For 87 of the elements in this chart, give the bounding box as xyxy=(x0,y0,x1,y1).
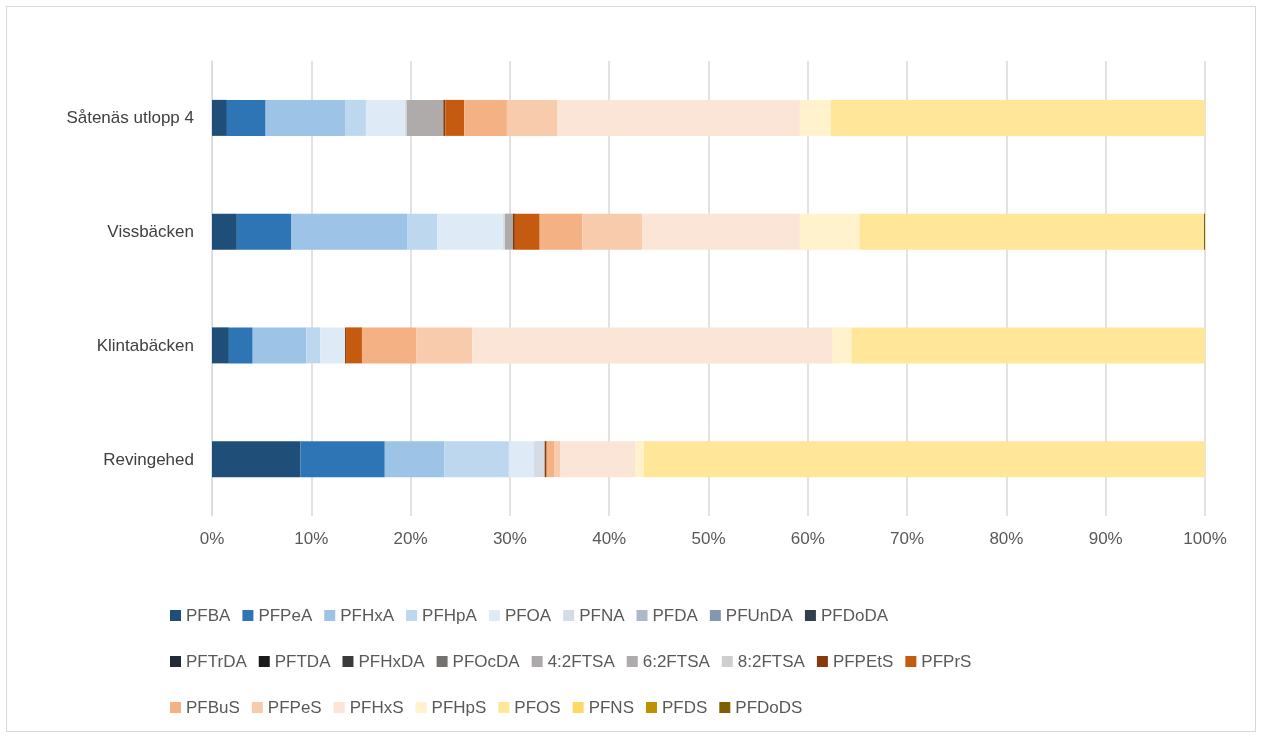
bar xyxy=(384,441,445,478)
bar xyxy=(582,213,642,250)
bar xyxy=(300,441,385,478)
x-tick-label: 40% xyxy=(592,529,627,548)
legend-label: PFNA xyxy=(579,606,626,625)
bar xyxy=(539,213,583,250)
bar xyxy=(212,99,227,136)
bar xyxy=(514,213,540,250)
bar xyxy=(560,441,636,478)
x-tick-label: 90% xyxy=(1088,529,1123,548)
y-tick-label: Vissbäcken xyxy=(107,222,194,242)
bar xyxy=(799,213,860,250)
bar xyxy=(533,441,545,478)
bar xyxy=(464,99,507,136)
bar xyxy=(212,441,301,478)
bar xyxy=(641,213,800,250)
bar xyxy=(361,327,417,364)
bar xyxy=(472,327,833,364)
legend-label: PFOcDA xyxy=(452,652,521,671)
bar xyxy=(445,99,465,136)
x-tick-label: 80% xyxy=(989,529,1024,548)
y-tick-label: Klintabäcken xyxy=(96,335,194,355)
bar xyxy=(212,327,229,364)
x-tick-label: 70% xyxy=(890,529,925,548)
bar xyxy=(228,327,253,364)
legend-label: 8:2FTSA xyxy=(737,652,806,671)
x-tick-label: 60% xyxy=(790,529,825,548)
bar xyxy=(416,327,473,364)
legend-label: 4:2FTSA xyxy=(547,652,616,671)
legend-label: 6:2FTSA xyxy=(642,652,711,671)
bar xyxy=(444,441,509,478)
legend-label: PFBA xyxy=(186,606,232,625)
legend-label: PFDoDA xyxy=(820,606,889,625)
x-tick-label: 50% xyxy=(691,529,726,548)
bar xyxy=(506,99,558,136)
legend-label: PFDoDS xyxy=(735,698,803,717)
bar xyxy=(212,213,237,250)
legend-label: PFPrS xyxy=(921,652,972,671)
legend-label: PFPEtS xyxy=(832,652,894,671)
bar xyxy=(265,99,346,136)
bar xyxy=(407,213,438,250)
x-tick-label: 30% xyxy=(492,529,527,548)
legend-label: PFTDA xyxy=(274,652,332,671)
legend-label: PFNS xyxy=(588,698,634,717)
bar xyxy=(346,327,362,364)
bar xyxy=(554,441,561,478)
bar xyxy=(635,441,644,478)
bar xyxy=(252,327,307,364)
y-tick-label: Revingehed xyxy=(103,449,194,469)
bar xyxy=(643,441,1205,478)
x-tick-label: 20% xyxy=(393,529,428,548)
legend-label: PFTrDA xyxy=(186,652,248,671)
legend-label: PFHxA xyxy=(340,606,395,625)
bar xyxy=(226,99,266,136)
legend-label: PFHpS xyxy=(431,698,487,717)
bar xyxy=(508,441,534,478)
legend-label: PFHxS xyxy=(349,698,404,717)
bar xyxy=(437,213,503,250)
legend-label: PFHxDA xyxy=(358,652,426,671)
legend-label: PFPeA xyxy=(258,606,313,625)
bar xyxy=(799,99,831,136)
bar xyxy=(365,99,405,136)
bar xyxy=(406,99,444,136)
legend-label: PFOS xyxy=(514,698,561,717)
x-tick-label: 100% xyxy=(1183,529,1227,548)
legend-label: PFDS xyxy=(661,698,708,717)
bar xyxy=(830,99,1205,136)
legend-label: PFDA xyxy=(652,606,699,625)
bar xyxy=(851,327,1205,364)
bar xyxy=(320,327,346,364)
bar xyxy=(504,213,513,250)
bar xyxy=(291,213,408,250)
bar xyxy=(345,99,366,136)
bar xyxy=(546,441,555,478)
bar xyxy=(306,327,321,364)
legend-label: PFHpA xyxy=(422,606,478,625)
bar xyxy=(859,213,1205,250)
y-tick-label: Såtenäs utlopp 4 xyxy=(66,108,194,128)
legend-label: PFOA xyxy=(504,606,552,625)
legend-label: PFPeS xyxy=(267,698,322,717)
legend-label: PFBuS xyxy=(186,698,240,717)
bar xyxy=(832,327,852,364)
x-tick-label: 0% xyxy=(199,529,225,548)
x-tick-label: 10% xyxy=(294,529,329,548)
legend-label: PFUnDA xyxy=(725,606,794,625)
bar xyxy=(236,213,292,250)
bar xyxy=(557,99,800,136)
